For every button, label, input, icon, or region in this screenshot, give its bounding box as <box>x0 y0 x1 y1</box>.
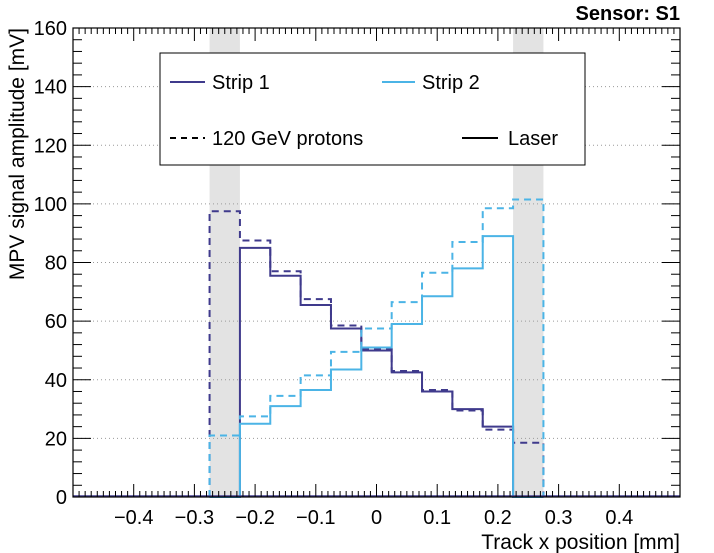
legend-laser-label: Laser <box>508 128 558 150</box>
legend: Strip 1 Strip 2 120 GeV protons Laser <box>159 52 586 166</box>
series-strip-1-120-gev-protons <box>208 210 545 497</box>
series-strip-1-laser <box>209 246 544 498</box>
y-tick-label: 80 <box>45 253 67 275</box>
x-axis-title: Track x position [mm] <box>481 531 680 553</box>
y-tick-label: 0 <box>56 487 67 509</box>
y-tick-label: 60 <box>45 311 67 333</box>
legend-box <box>159 52 586 166</box>
x-tick-label: −0.3 <box>175 507 214 529</box>
y-tick-label: 140 <box>34 77 67 99</box>
x-tick-label: 0.1 <box>423 507 451 529</box>
y-axis-title: MPV signal amplitude [mV] <box>6 28 29 280</box>
series-strip-2-laser <box>209 235 544 498</box>
series-strip-2-120-gev-protons <box>208 198 545 497</box>
x-tick-label: 0.2 <box>484 507 512 529</box>
x-tick-label: −0.4 <box>114 507 153 529</box>
y-tick-label: 20 <box>45 428 67 450</box>
legend-strip2-label: Strip 2 <box>422 72 480 94</box>
y-tick-label: 120 <box>34 135 67 157</box>
x-tick-label: −0.2 <box>235 507 274 529</box>
x-tick-label: 0.4 <box>605 507 633 529</box>
legend-protons-label: 120 GeV protons <box>212 128 363 150</box>
chart-title: Sensor: S1 <box>576 3 680 25</box>
legend-strip1-label: Strip 1 <box>212 72 270 94</box>
x-tick-label: 0.3 <box>545 507 573 529</box>
y-tick-label: 100 <box>34 194 67 216</box>
y-tick-label: 40 <box>45 370 67 392</box>
x-tick-label: −0.1 <box>296 507 335 529</box>
y-tick-label: 160 <box>34 18 67 40</box>
x-tick-label: 0 <box>371 507 382 529</box>
